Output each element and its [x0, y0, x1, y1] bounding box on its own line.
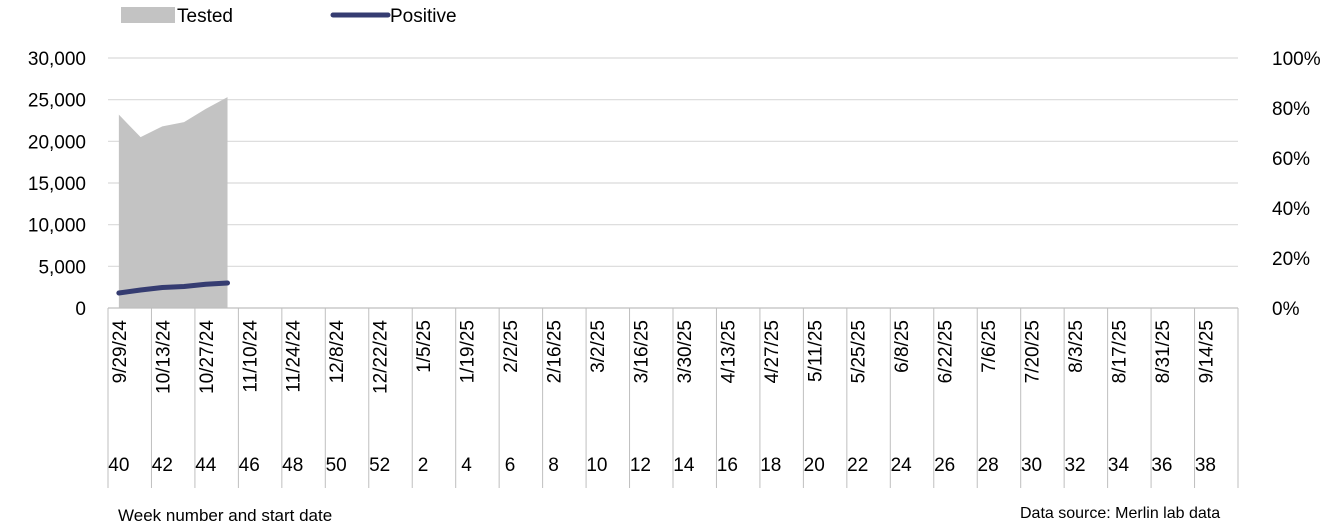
- x-week-label: 22: [847, 455, 868, 476]
- y-left-tick-label: 20,000: [28, 132, 86, 153]
- y-right-tick-label: 0%: [1272, 299, 1300, 320]
- y-left-tick-label: 10,000: [28, 216, 86, 237]
- tested-area-layer: [118, 97, 228, 309]
- x-date-label: 12/22/24: [371, 320, 392, 394]
- x-week-label: 52: [369, 455, 390, 476]
- x-week-label: 44: [195, 455, 217, 476]
- y-left-tick-labels: 0 5,000 10,000 15,000 20,000 25,000 30,000: [28, 49, 86, 320]
- x-date-label: 9/14/25: [1196, 320, 1217, 383]
- x-week-label: 48: [282, 455, 303, 476]
- x-date-label: 6/8/25: [892, 320, 913, 373]
- legend-label-positive: Positive: [390, 6, 457, 27]
- x-date-label: 11/24/24: [284, 320, 305, 393]
- x-week-label: 14: [673, 455, 695, 476]
- legend: Tested Positive: [121, 6, 457, 27]
- x-week-label: 50: [326, 455, 347, 476]
- y-right-tick-label: 80%: [1272, 99, 1310, 120]
- x-date-labels: 9/29/24 10/13/24 10/27/24 11/10/24 11/24/24 1…: [110, 320, 1218, 394]
- x-week-label: 42: [152, 455, 173, 476]
- positive-line: [116, 280, 231, 296]
- data-source-note: Data source: Merlin lab data: [1020, 505, 1221, 522]
- x-date-label: 3/30/25: [675, 320, 696, 383]
- x-date-label: 2/2/25: [501, 320, 522, 373]
- x-date-label: 1/5/25: [414, 320, 435, 373]
- x-date-label: 8/31/25: [1153, 320, 1174, 383]
- x-date-label: 8/17/25: [1109, 320, 1130, 383]
- y-right-tick-label: 40%: [1272, 199, 1310, 220]
- x-week-label: 16: [717, 455, 738, 476]
- x-date-label: 4/27/25: [762, 320, 783, 383]
- y-left-tick-label: 15,000: [28, 174, 86, 195]
- x-date-label: 7/6/25: [979, 320, 1000, 373]
- x-axis-title: Week number and start date: [118, 506, 333, 525]
- x-date-label: 3/16/25: [631, 320, 652, 383]
- y-left-tick-label: 0: [75, 299, 86, 320]
- x-week-label: 34: [1108, 455, 1130, 476]
- y-right-tick-label: 20%: [1272, 249, 1310, 270]
- x-week-label: 24: [891, 455, 913, 476]
- x-week-label: 46: [239, 455, 260, 476]
- x-week-label: 6: [505, 455, 516, 476]
- x-date-label: 11/10/24: [240, 320, 261, 393]
- x-date-label: 5/25/25: [849, 320, 870, 383]
- x-week-label: 12: [630, 455, 651, 476]
- x-date-label: 12/8/24: [327, 320, 348, 384]
- x-week-label: 10: [586, 455, 607, 476]
- legend-swatch-tested: [121, 7, 175, 23]
- x-date-label: 3/2/25: [588, 320, 609, 373]
- positive-line-layer: [116, 280, 231, 296]
- x-date-label: 2/16/25: [544, 320, 565, 383]
- y-right-tick-label: 100%: [1272, 49, 1321, 70]
- x-week-label: 28: [978, 455, 999, 476]
- x-date-label: 5/11/25: [805, 320, 826, 382]
- x-date-label: 10/13/24: [153, 320, 174, 394]
- y-right-tick-labels: 0% 20% 40% 60% 80% 100%: [1272, 49, 1321, 320]
- gridlines: [108, 57, 1238, 267]
- x-week-label: 36: [1151, 455, 1172, 476]
- x-week-label: 4: [461, 455, 472, 476]
- x-date-label: 6/22/25: [936, 320, 957, 383]
- x-week-label: 40: [108, 455, 129, 476]
- x-week-label: 8: [548, 455, 559, 476]
- x-date-label: 4/13/25: [718, 320, 739, 383]
- x-week-label: 30: [1021, 455, 1042, 476]
- y-left-tick-label: 5,000: [38, 257, 86, 278]
- y-right-tick-label: 60%: [1272, 149, 1310, 170]
- tested-area: [118, 97, 228, 309]
- x-date-label: 1/19/25: [458, 320, 479, 383]
- x-week-label: 32: [1064, 455, 1085, 476]
- x-week-label: 38: [1195, 455, 1216, 476]
- x-week-label: 20: [804, 455, 825, 476]
- x-week-labels: 40 42 44 46 48 50 52 2 4 6 8 10 12 14 16 18 20 22 24 26 28 30…: [108, 455, 1216, 476]
- legend-label-tested: Tested: [177, 6, 233, 27]
- x-date-label: 8/3/25: [1066, 320, 1087, 373]
- y-left-tick-label: 30,000: [28, 49, 86, 70]
- x-date-label: 10/27/24: [197, 320, 218, 394]
- x-week-label: 18: [760, 455, 781, 476]
- x-date-label: 7/20/25: [1023, 320, 1044, 383]
- y-left-tick-label: 25,000: [28, 91, 86, 112]
- axes: [107, 307, 1239, 488]
- x-week-label: 26: [934, 455, 955, 476]
- x-date-label: 9/29/24: [110, 320, 131, 384]
- x-week-label: 2: [418, 455, 429, 476]
